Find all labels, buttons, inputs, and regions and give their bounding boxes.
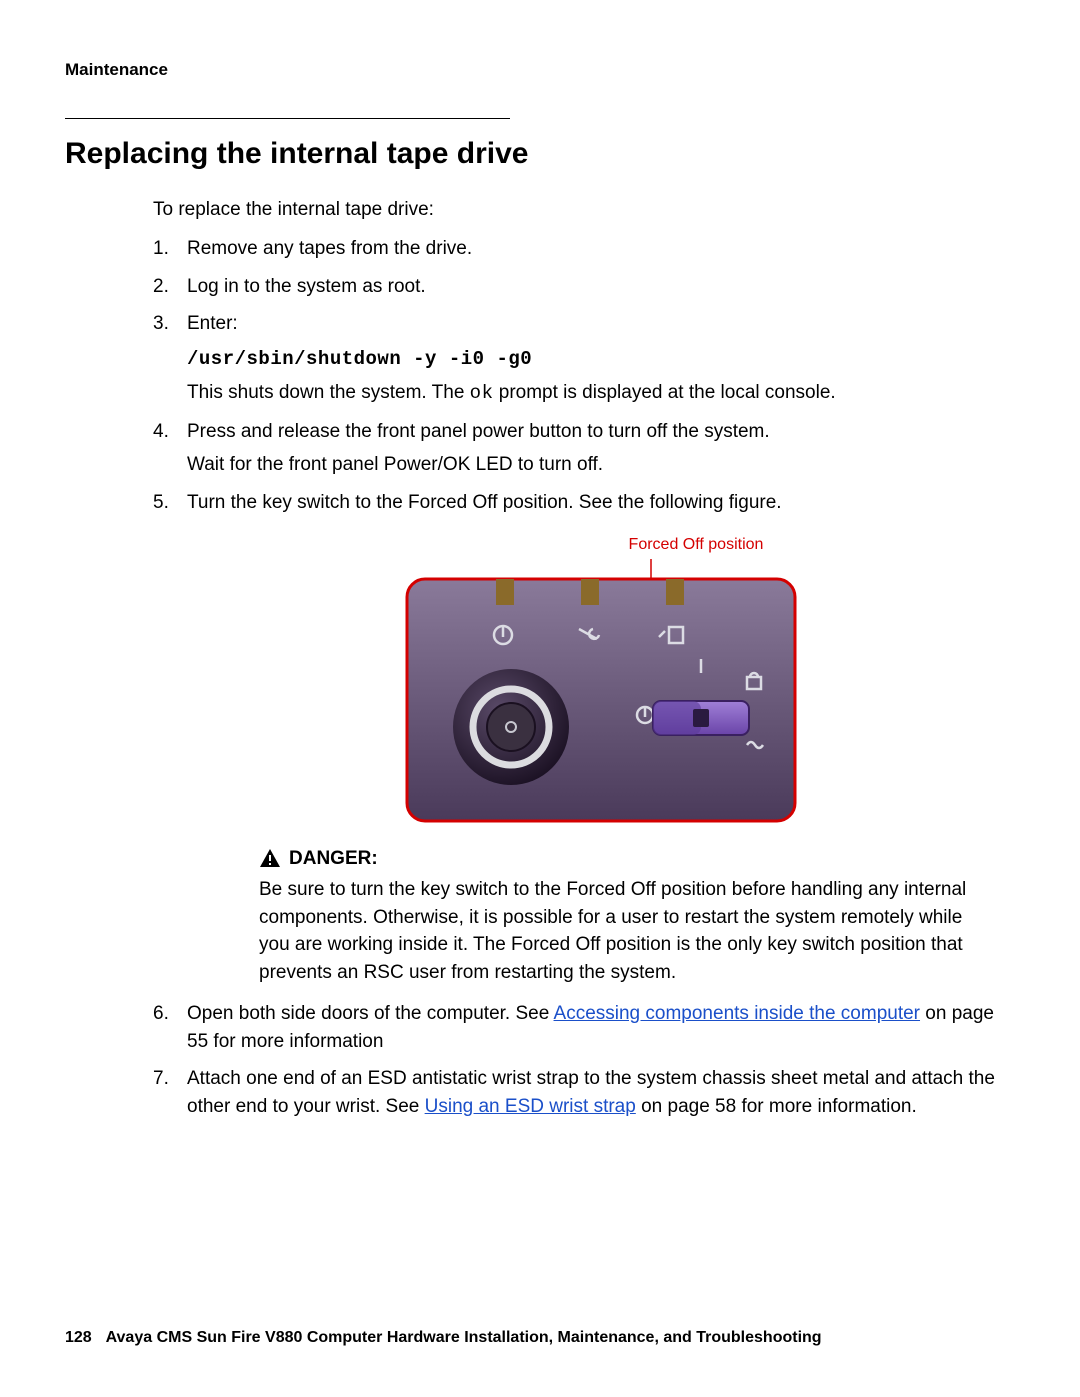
- link-accessing-components[interactable]: Accessing components inside the computer: [554, 1003, 920, 1024]
- step-sub: This shuts down the system. The ok promp…: [187, 379, 1015, 408]
- step-num: 7.: [153, 1065, 169, 1093]
- tab-2: [581, 579, 599, 605]
- front-panel-svg: [401, 559, 801, 827]
- danger-body: Be sure to turn the key switch to the Fo…: [259, 876, 975, 986]
- step-list: 1. Remove any tapes from the drive. 2. L…: [153, 235, 1015, 1120]
- danger-block: DANGER: Be sure to turn the key switch t…: [259, 845, 975, 987]
- step-text: Remove any tapes from the drive.: [187, 238, 472, 259]
- step-num: 4.: [153, 418, 169, 446]
- tab-1: [496, 579, 514, 605]
- page-number: 128: [65, 1329, 92, 1346]
- step-num: 2.: [153, 273, 169, 301]
- danger-label: DANGER:: [289, 845, 378, 873]
- link-esd-strap[interactable]: Using an ESD wrist strap: [425, 1096, 636, 1117]
- step-num: 1.: [153, 235, 169, 263]
- step-text: Press and release the front panel power …: [187, 421, 770, 442]
- step-7: 7. Attach one end of an ESD antistatic w…: [153, 1065, 1015, 1120]
- step-5: 5. Turn the key switch to the Forced Off…: [153, 489, 1015, 986]
- step-6: 6. Open both side doors of the computer.…: [153, 1000, 1015, 1055]
- page-footer: 128 Avaya CMS Sun Fire V880 Computer Har…: [65, 1329, 1015, 1347]
- text-b: on page 58 for more information.: [636, 1096, 917, 1117]
- step-2: 2. Log in to the system as root.: [153, 273, 1015, 301]
- step-text: Turn the key switch to the Forced Off po…: [187, 492, 782, 513]
- header-label: Maintenance: [65, 60, 1015, 80]
- ok-prompt: ok: [470, 382, 494, 404]
- text-a: Open both side doors of the computer. Se…: [187, 1003, 554, 1024]
- tab-3: [666, 579, 684, 605]
- step-text: Enter:: [187, 313, 238, 334]
- step-text: Log in to the system as root.: [187, 276, 426, 297]
- text-a: This shuts down the system. The: [187, 382, 470, 403]
- step-1: 1. Remove any tapes from the drive.: [153, 235, 1015, 263]
- section-rule: [65, 118, 510, 119]
- step-num: 3.: [153, 310, 169, 338]
- step-4: 4. Press and release the front panel pow…: [153, 418, 1015, 479]
- warning-icon: [259, 848, 281, 868]
- key-slot: [693, 709, 709, 727]
- step-sub: Wait for the front panel Power/OK LED to…: [187, 451, 1015, 479]
- intro-text: To replace the internal tape drive:: [153, 199, 1015, 221]
- danger-heading: DANGER:: [259, 845, 975, 873]
- text-b: prompt is displayed at the local console…: [493, 382, 835, 403]
- step-num: 5.: [153, 489, 169, 517]
- step-3: 3. Enter: /usr/sbin/shutdown -y -i0 -g0 …: [153, 310, 1015, 408]
- power-button-inner: [487, 703, 535, 751]
- figure-caption: Forced Off position: [629, 533, 764, 556]
- figure: Forced Off position: [187, 530, 1015, 826]
- footer-title: Avaya CMS Sun Fire V880 Computer Hardwar…: [106, 1329, 822, 1346]
- step-num: 6.: [153, 1000, 169, 1028]
- command-text: /usr/sbin/shutdown -y -i0 -g0: [187, 346, 1015, 374]
- section-title: Replacing the internal tape drive: [65, 137, 1015, 171]
